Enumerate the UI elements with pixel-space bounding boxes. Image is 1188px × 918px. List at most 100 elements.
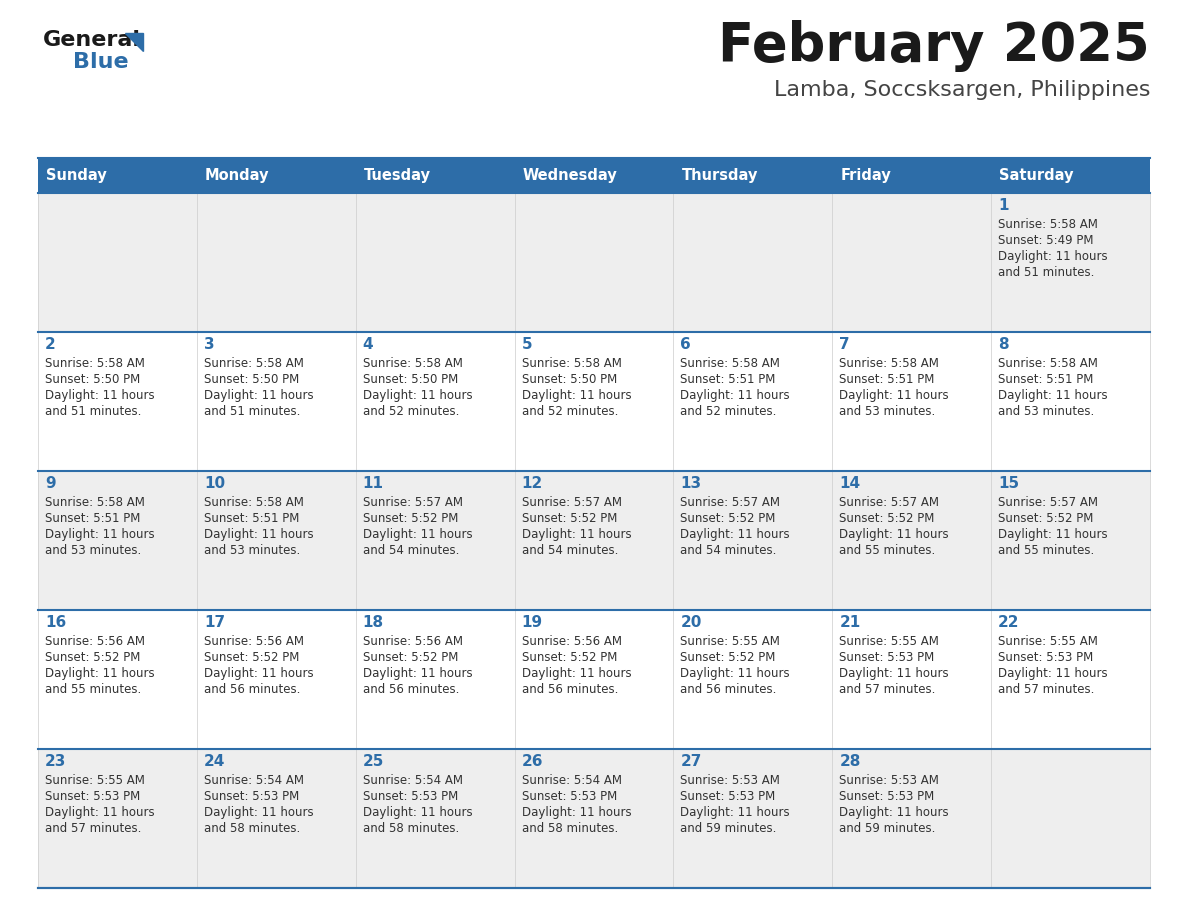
Text: Sunrise: 5:54 AM: Sunrise: 5:54 AM: [522, 774, 621, 787]
Text: and 51 minutes.: and 51 minutes.: [998, 266, 1094, 279]
Bar: [38, 749, 197, 888]
Text: Daylight: 11 hours: Daylight: 11 hours: [998, 667, 1107, 680]
Text: and 59 minutes.: and 59 minutes.: [839, 822, 936, 835]
Text: Daylight: 11 hours: Daylight: 11 hours: [839, 528, 949, 541]
Text: and 59 minutes.: and 59 minutes.: [681, 822, 777, 835]
Text: Daylight: 11 hours: Daylight: 11 hours: [362, 528, 473, 541]
Text: Sunset: 5:52 PM: Sunset: 5:52 PM: [522, 512, 617, 525]
Text: 20: 20: [681, 615, 702, 630]
Text: Sunset: 5:52 PM: Sunset: 5:52 PM: [362, 512, 459, 525]
Text: 16: 16: [45, 615, 67, 630]
Text: Sunset: 5:51 PM: Sunset: 5:51 PM: [998, 373, 1093, 386]
Text: Daylight: 11 hours: Daylight: 11 hours: [681, 528, 790, 541]
Text: and 57 minutes.: and 57 minutes.: [45, 822, 141, 835]
Text: Sunrise: 5:55 AM: Sunrise: 5:55 AM: [681, 635, 781, 648]
Bar: [991, 610, 1150, 749]
Text: 1: 1: [998, 198, 1009, 213]
Text: Daylight: 11 hours: Daylight: 11 hours: [839, 806, 949, 819]
Text: Daylight: 11 hours: Daylight: 11 hours: [204, 667, 314, 680]
Text: Sunrise: 5:57 AM: Sunrise: 5:57 AM: [522, 496, 621, 509]
Bar: [991, 158, 1150, 193]
Text: 26: 26: [522, 754, 543, 769]
Text: and 56 minutes.: and 56 minutes.: [681, 683, 777, 696]
Text: Daylight: 11 hours: Daylight: 11 hours: [362, 806, 473, 819]
Text: and 57 minutes.: and 57 minutes.: [839, 683, 936, 696]
Text: 22: 22: [998, 615, 1019, 630]
Bar: [674, 332, 833, 471]
Text: and 55 minutes.: and 55 minutes.: [45, 683, 141, 696]
Text: Daylight: 11 hours: Daylight: 11 hours: [522, 806, 631, 819]
Text: Friday: Friday: [840, 168, 891, 183]
Bar: [514, 332, 674, 471]
Text: 5: 5: [522, 337, 532, 352]
Bar: [514, 471, 674, 610]
Text: and 53 minutes.: and 53 minutes.: [45, 544, 141, 557]
Text: Sunset: 5:52 PM: Sunset: 5:52 PM: [681, 651, 776, 664]
Text: and 56 minutes.: and 56 minutes.: [204, 683, 301, 696]
Bar: [833, 158, 991, 193]
Text: Sunrise: 5:56 AM: Sunrise: 5:56 AM: [522, 635, 621, 648]
Text: Sunrise: 5:58 AM: Sunrise: 5:58 AM: [45, 357, 145, 370]
Text: Sunset: 5:51 PM: Sunset: 5:51 PM: [681, 373, 776, 386]
Text: Sunset: 5:50 PM: Sunset: 5:50 PM: [522, 373, 617, 386]
Text: Lamba, Soccsksargen, Philippines: Lamba, Soccsksargen, Philippines: [773, 80, 1150, 100]
Text: Sunset: 5:52 PM: Sunset: 5:52 PM: [204, 651, 299, 664]
Text: 19: 19: [522, 615, 543, 630]
Text: Sunrise: 5:56 AM: Sunrise: 5:56 AM: [204, 635, 304, 648]
Text: Sunrise: 5:56 AM: Sunrise: 5:56 AM: [45, 635, 145, 648]
Text: Sunrise: 5:57 AM: Sunrise: 5:57 AM: [681, 496, 781, 509]
Text: Daylight: 11 hours: Daylight: 11 hours: [45, 667, 154, 680]
Bar: [514, 610, 674, 749]
Text: 4: 4: [362, 337, 373, 352]
Bar: [197, 158, 355, 193]
Text: Sunrise: 5:54 AM: Sunrise: 5:54 AM: [362, 774, 462, 787]
Bar: [833, 193, 991, 332]
Text: and 58 minutes.: and 58 minutes.: [362, 822, 459, 835]
Text: and 55 minutes.: and 55 minutes.: [998, 544, 1094, 557]
Text: Tuesday: Tuesday: [364, 168, 431, 183]
Text: 8: 8: [998, 337, 1009, 352]
Text: Daylight: 11 hours: Daylight: 11 hours: [362, 389, 473, 402]
Text: 21: 21: [839, 615, 860, 630]
Text: Sunrise: 5:55 AM: Sunrise: 5:55 AM: [45, 774, 145, 787]
Bar: [674, 749, 833, 888]
Text: 14: 14: [839, 476, 860, 491]
Bar: [991, 749, 1150, 888]
Text: Sunrise: 5:58 AM: Sunrise: 5:58 AM: [998, 218, 1098, 231]
Text: Daylight: 11 hours: Daylight: 11 hours: [522, 667, 631, 680]
Text: and 56 minutes.: and 56 minutes.: [362, 683, 459, 696]
Bar: [674, 610, 833, 749]
Text: Sunrise: 5:53 AM: Sunrise: 5:53 AM: [839, 774, 940, 787]
Text: and 58 minutes.: and 58 minutes.: [522, 822, 618, 835]
Text: Daylight: 11 hours: Daylight: 11 hours: [998, 250, 1107, 263]
Text: Daylight: 11 hours: Daylight: 11 hours: [522, 389, 631, 402]
Text: Sunrise: 5:58 AM: Sunrise: 5:58 AM: [839, 357, 940, 370]
Text: 10: 10: [204, 476, 225, 491]
Text: Daylight: 11 hours: Daylight: 11 hours: [681, 667, 790, 680]
Text: General: General: [43, 30, 141, 50]
Text: 15: 15: [998, 476, 1019, 491]
Bar: [197, 471, 355, 610]
Text: and 54 minutes.: and 54 minutes.: [522, 544, 618, 557]
Text: and 57 minutes.: and 57 minutes.: [998, 683, 1094, 696]
Text: and 53 minutes.: and 53 minutes.: [998, 405, 1094, 418]
Text: Blue: Blue: [72, 52, 128, 72]
Text: Daylight: 11 hours: Daylight: 11 hours: [204, 389, 314, 402]
Text: 11: 11: [362, 476, 384, 491]
Text: Sunrise: 5:55 AM: Sunrise: 5:55 AM: [839, 635, 940, 648]
Text: and 52 minutes.: and 52 minutes.: [522, 405, 618, 418]
Text: 24: 24: [204, 754, 226, 769]
Text: 27: 27: [681, 754, 702, 769]
Text: Daylight: 11 hours: Daylight: 11 hours: [681, 389, 790, 402]
Text: Sunset: 5:52 PM: Sunset: 5:52 PM: [362, 651, 459, 664]
Text: and 51 minutes.: and 51 minutes.: [45, 405, 141, 418]
Bar: [38, 193, 197, 332]
Text: Sunset: 5:53 PM: Sunset: 5:53 PM: [681, 790, 776, 803]
Text: Sunrise: 5:53 AM: Sunrise: 5:53 AM: [681, 774, 781, 787]
Text: Sunrise: 5:58 AM: Sunrise: 5:58 AM: [204, 357, 304, 370]
Bar: [197, 610, 355, 749]
Text: Sunset: 5:53 PM: Sunset: 5:53 PM: [839, 790, 935, 803]
Text: 6: 6: [681, 337, 691, 352]
Text: Sunset: 5:53 PM: Sunset: 5:53 PM: [204, 790, 299, 803]
Bar: [355, 332, 514, 471]
